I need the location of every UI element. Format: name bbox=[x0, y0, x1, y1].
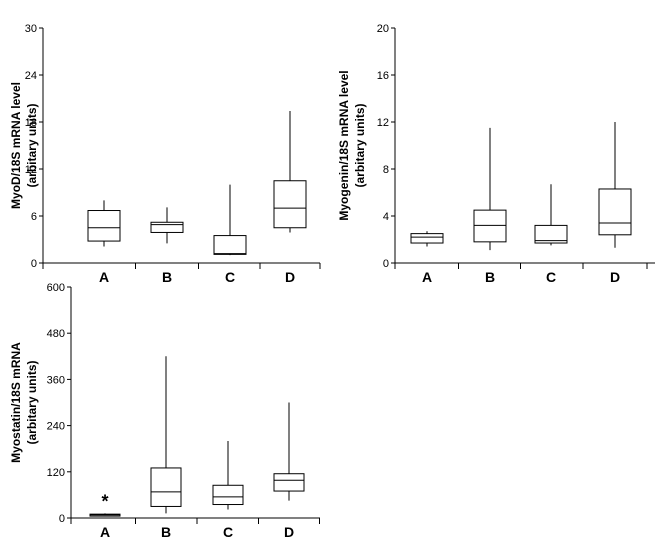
iqr-box bbox=[534, 224, 568, 244]
y-axis-subtitle: (arbitary units) bbox=[353, 103, 367, 187]
box-a bbox=[410, 231, 444, 247]
iqr-box bbox=[87, 210, 121, 242]
significance-marker: * bbox=[101, 491, 108, 511]
iqr-box bbox=[213, 235, 247, 255]
y-tick-label: 4 bbox=[383, 211, 389, 223]
myod-boxplot: 0 6 12 18 24 30 A B C D MyoD/18S mRNA level (arbita… bbox=[9, 23, 321, 285]
y-tick-label: 16 bbox=[377, 70, 389, 82]
iqr-box bbox=[150, 467, 182, 507]
box-c bbox=[213, 184, 247, 256]
iqr-box bbox=[273, 473, 305, 492]
myogenin-boxplot: 0 4 8 12 16 20 A B C D Myogenin/18S mRNA level (arb… bbox=[337, 23, 655, 285]
category-label: B bbox=[162, 269, 172, 285]
y-tick-label: 120 bbox=[47, 467, 65, 479]
box-a bbox=[89, 513, 121, 517]
y-tick-label: 18 bbox=[25, 117, 37, 129]
box-d bbox=[273, 402, 305, 501]
category-label: C bbox=[546, 269, 556, 285]
y-axis-subtitle: (arbitary units) bbox=[25, 103, 39, 187]
box-b bbox=[150, 207, 184, 244]
iqr-box bbox=[150, 221, 184, 233]
category-label: A bbox=[99, 269, 109, 285]
category-label: A bbox=[422, 269, 432, 285]
iqr-box bbox=[212, 484, 244, 506]
iqr-box bbox=[473, 209, 507, 243]
category-label: A bbox=[100, 524, 110, 540]
box-d bbox=[273, 111, 307, 233]
box-b bbox=[150, 356, 182, 514]
myostatin-boxplot: 0 120 240 360 480 600 A B C D * Myostatin/18S mRNA(… bbox=[9, 282, 320, 540]
box-d bbox=[598, 122, 632, 248]
y-tick-label: 8 bbox=[383, 164, 389, 176]
y-tick-label: 20 bbox=[377, 23, 389, 35]
y-tick-label: 0 bbox=[31, 258, 37, 270]
y-tick-label: 360 bbox=[47, 374, 65, 386]
category-label: D bbox=[610, 269, 620, 285]
iqr-box bbox=[273, 180, 307, 229]
box-c bbox=[212, 441, 244, 510]
category-label: B bbox=[161, 524, 171, 540]
y-tick-label: 24 bbox=[25, 70, 37, 82]
category-label: D bbox=[284, 524, 294, 540]
box-b bbox=[473, 127, 507, 251]
y-tick-label: 6 bbox=[31, 211, 37, 223]
iqr-box bbox=[410, 233, 444, 244]
y-tick-label: 12 bbox=[377, 117, 389, 129]
category-label: C bbox=[223, 524, 233, 540]
y-tick-label: 12 bbox=[25, 164, 37, 176]
iqr-box bbox=[598, 188, 632, 236]
y-tick-label: 30 bbox=[25, 23, 37, 35]
y-axis-title: Myogenin/18S mRNA level bbox=[337, 70, 351, 220]
category-label: B bbox=[485, 269, 495, 285]
y-tick-label: 600 bbox=[47, 282, 65, 294]
y-tick-label: 0 bbox=[59, 513, 65, 525]
category-label: D bbox=[285, 269, 295, 285]
box-a bbox=[87, 200, 121, 247]
y-tick-label: 0 bbox=[383, 258, 389, 270]
y-tick-label: 480 bbox=[47, 328, 65, 340]
box-c bbox=[534, 184, 568, 246]
y-axis-subtitle: (arbitary units) bbox=[25, 360, 39, 444]
category-label: C bbox=[225, 269, 235, 285]
y-tick-label: 240 bbox=[47, 421, 65, 433]
y-axis-title: Myostatin/18S mRNA bbox=[9, 342, 23, 463]
y-axis-title: MyoD/18S mRNA level bbox=[9, 82, 23, 209]
